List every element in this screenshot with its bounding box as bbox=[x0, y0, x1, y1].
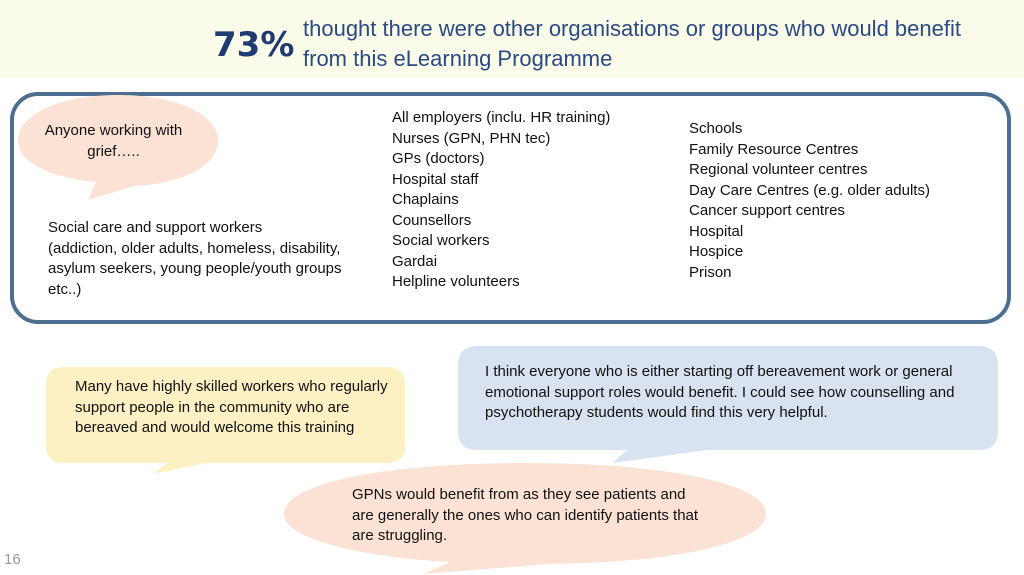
list-item: Schools bbox=[689, 120, 743, 137]
list-item: Hospital bbox=[689, 222, 744, 240]
list-item: Cancer support centres bbox=[689, 202, 845, 219]
peach-quote-text: GPNs would benefit from as they see pati… bbox=[352, 486, 699, 544]
social-care-text: Social care and support workers (addicti… bbox=[48, 218, 368, 300]
yellow-quote-text: Many have highly skilled workers who reg… bbox=[75, 378, 388, 436]
organisations-list-1: All employers (inclu. HR training) Nurse… bbox=[392, 108, 672, 293]
social-care-detail: (addiction, older adults, homeless, disa… bbox=[48, 239, 342, 298]
list-item: All employers (inclu. HR training) bbox=[392, 109, 611, 126]
headline-text: thought there were other organisations o… bbox=[303, 16, 961, 71]
list-item: Hospice bbox=[689, 243, 744, 260]
blue-quote-text: I think everyone who is either starting … bbox=[485, 363, 955, 421]
grief-bubble-shape bbox=[18, 95, 218, 200]
organisations-list-2: Schools Family Resource Centres Regional… bbox=[689, 119, 989, 283]
list-item: Day Care Centres (e.g. older adults) bbox=[689, 181, 930, 199]
grief-speech-bubble: Anyone working with grief….. bbox=[16, 94, 221, 202]
social-care-title: Social care and support workers bbox=[48, 219, 263, 236]
list-item: Prison bbox=[689, 263, 732, 281]
peach-bubble-shape bbox=[284, 463, 766, 574]
peach-quote-bubble: GPNs would benefit from as they see pati… bbox=[283, 462, 768, 575]
grief-bubble-text: Anyone working with grief….. bbox=[16, 121, 211, 162]
list-item: Hospital staff bbox=[392, 170, 479, 188]
list-item: Regional volunteer centres bbox=[689, 161, 868, 178]
yellow-quote-callout: Many have highly skilled workers who reg… bbox=[45, 366, 407, 476]
header-banner bbox=[0, 0, 1024, 77]
grief-line-1: Anyone working with bbox=[44, 122, 183, 139]
page-number: 16 bbox=[4, 551, 21, 568]
list-item: Nurses (GPN, PHN tec) bbox=[392, 129, 551, 147]
percentage-stat: 73% bbox=[213, 25, 295, 65]
list-item: Helpline volunteers bbox=[392, 273, 520, 290]
list-item: Chaplains bbox=[392, 191, 459, 208]
list-item: Counsellors bbox=[392, 211, 472, 229]
blue-callout-shape bbox=[458, 346, 998, 463]
list-item: Family Resource Centres bbox=[689, 140, 859, 158]
yellow-callout-shape bbox=[46, 367, 405, 474]
list-item: Social workers bbox=[392, 232, 490, 249]
grief-line-2: grief….. bbox=[87, 142, 140, 160]
list-item: GPs (doctors) bbox=[392, 150, 485, 167]
list-item: Gardai bbox=[392, 252, 438, 270]
blue-quote-callout: I think everyone who is either starting … bbox=[457, 345, 1000, 465]
